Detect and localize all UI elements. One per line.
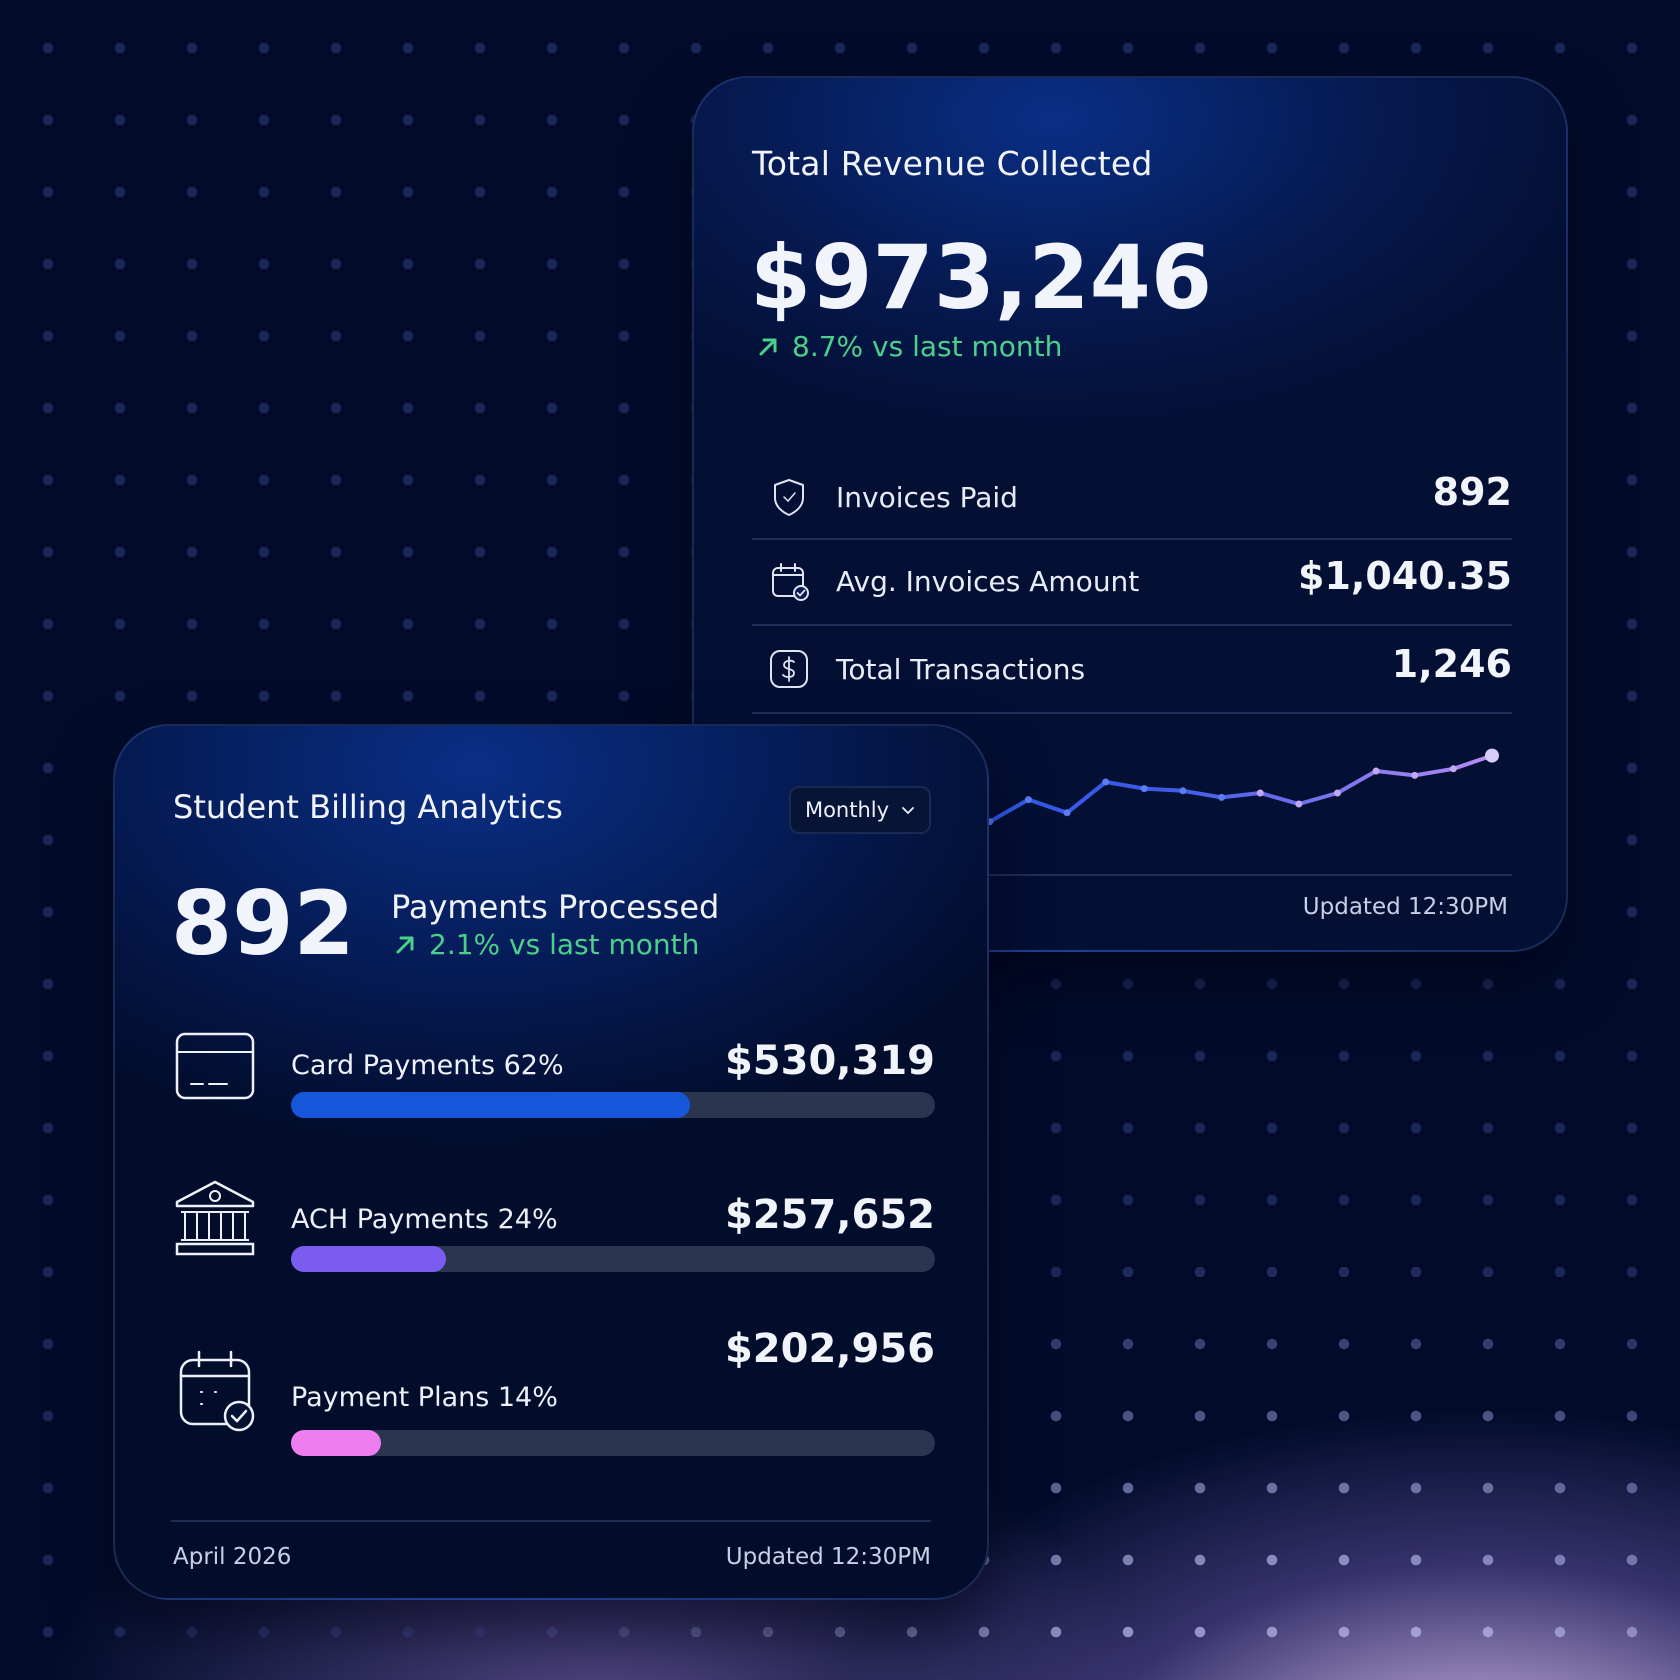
payment-row-plans: Payment Plans 14% $202,956 <box>171 1296 935 1456</box>
progress-fill <box>291 1092 691 1118</box>
chart-point <box>1485 748 1499 763</box>
progress-fill <box>291 1430 382 1456</box>
payment-label: Payment Plans 14% <box>291 1382 558 1413</box>
revenue-trend-text: 8.7% vs last month <box>792 330 1063 363</box>
chart-point <box>1256 789 1264 797</box>
progress-fill <box>291 1246 446 1272</box>
payments-count: 892 <box>171 872 355 975</box>
billing-title: Student Billing Analytics <box>173 788 563 826</box>
chart-point <box>1024 796 1032 804</box>
progress-track <box>291 1246 935 1272</box>
chart-point <box>1179 787 1187 795</box>
calendar-check-icon <box>179 1350 255 1432</box>
chart-point <box>1063 809 1071 817</box>
chart-point <box>1411 771 1419 779</box>
billing-trend: 2.1% vs last month <box>393 928 699 961</box>
calendar-check-icon <box>772 563 809 601</box>
credit-card-icon <box>175 1032 255 1100</box>
stat-value: 892 <box>1432 470 1512 514</box>
footer-divider <box>171 1520 931 1522</box>
trend-up-arrow-icon <box>759 338 777 355</box>
period-dropdown[interactable]: Monthly <box>789 786 931 834</box>
revenue-trend: 8.7% vs last month <box>756 330 1062 363</box>
stat-label: Total Transactions <box>836 652 1086 686</box>
chevron-down-icon <box>902 807 914 815</box>
shield-check-icon <box>774 479 804 516</box>
stat-row-total-transactions: Total Transactions 1,246 <box>752 626 1512 714</box>
trend-up-arrow-icon <box>396 936 414 953</box>
period-dropdown-label: Monthly <box>804 798 890 822</box>
payment-row-ach: ACH Payments 24% $257,652 <box>171 1164 935 1284</box>
dollar-icon <box>770 650 808 688</box>
revenue-title: Total Revenue Collected <box>752 144 1153 183</box>
payment-amount: $257,652 <box>724 1192 935 1238</box>
payment-label: Card Payments 62% <box>291 1050 564 1081</box>
stat-row-avg-invoice: Avg. Invoices Amount $1,040.35 <box>752 538 1512 626</box>
progress-track <box>291 1092 935 1118</box>
billing-trend-text: 2.1% vs last month <box>429 928 700 961</box>
chart-point <box>1372 767 1380 775</box>
stat-value: 1,246 <box>1391 642 1512 686</box>
chart-baseline <box>752 874 1512 876</box>
revenue-updated-time: Updated 12:30PM <box>1302 894 1508 920</box>
chart-point <box>1140 785 1148 793</box>
revenue-card: Total Revenue Collected $973,246 8.7% vs… <box>692 76 1568 952</box>
billing-updated-time: Updated 12:30PM <box>725 1544 931 1570</box>
payment-row-card: Card Payments 62% $530,319 <box>171 1010 935 1130</box>
chart-point <box>1449 765 1457 773</box>
payment-amount: $530,319 <box>724 1038 935 1084</box>
billing-card: Student Billing Analytics Monthly 892 Pa… <box>113 724 989 1600</box>
stat-label: Avg. Invoices Amount <box>836 564 1140 598</box>
chart-point <box>1102 778 1110 786</box>
progress-track <box>291 1430 935 1456</box>
chart-point <box>1295 800 1303 808</box>
bank-icon <box>175 1180 255 1256</box>
payments-subtitle: Payments Processed <box>391 888 720 926</box>
revenue-amount: $973,246 <box>750 226 1213 329</box>
report-date: April 2026 <box>173 1544 292 1570</box>
stat-label: Invoices Paid <box>836 480 1018 514</box>
chart-point <box>1218 793 1226 801</box>
stat-value: $1,040.35 <box>1298 554 1512 598</box>
chart-point <box>1333 789 1341 797</box>
payment-label: ACH Payments 24% <box>291 1204 558 1235</box>
stat-row-invoices-paid: Invoices Paid 892 <box>752 456 1512 540</box>
payment-amount: $202,956 <box>724 1326 935 1372</box>
